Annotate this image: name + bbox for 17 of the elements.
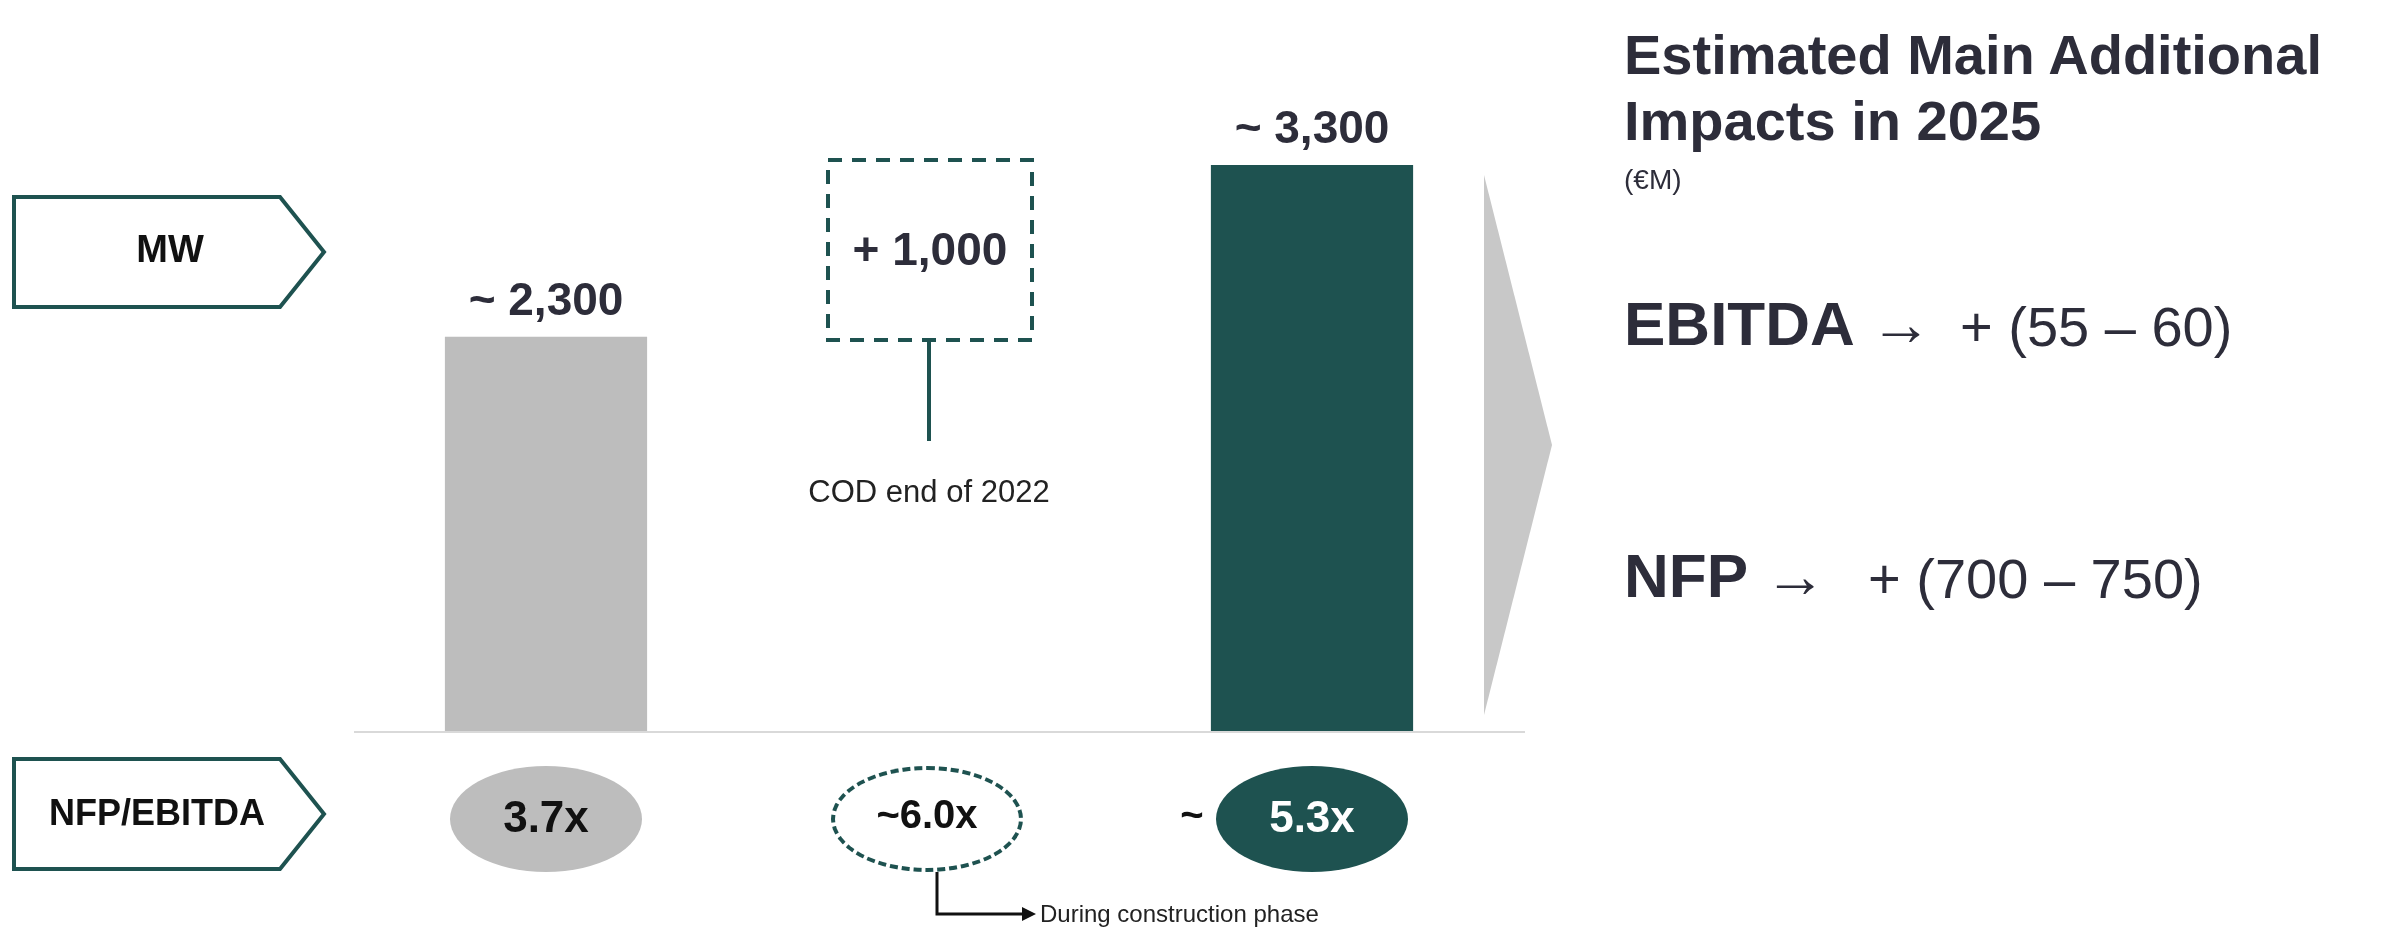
text: EBITDA → xyxy=(1624,288,1932,359)
text: NFP → xyxy=(1624,540,1827,611)
text: ~6.0x xyxy=(875,792,979,837)
text: (€M) xyxy=(1624,164,1682,196)
annotation: COD end of 2022 xyxy=(807,474,1051,510)
annotation: + 1,000 xyxy=(851,222,1009,276)
data-label: ~ 3,300 xyxy=(1234,100,1390,153)
text: + (700 – 750) xyxy=(1868,546,2203,611)
text: 3.7x xyxy=(502,792,590,842)
data-label: ~ 2,300 xyxy=(468,272,624,325)
text: NFP/EBITDA xyxy=(48,792,266,834)
text: MW xyxy=(135,228,205,271)
text: Estimated Main Additional Impacts in 2025 xyxy=(1624,22,2323,154)
text: 5.3x xyxy=(1268,792,1356,842)
text: + (55 – 60) xyxy=(1960,294,2233,359)
text: ~ xyxy=(1179,792,1205,837)
text: During construction phase xyxy=(1040,900,1319,928)
